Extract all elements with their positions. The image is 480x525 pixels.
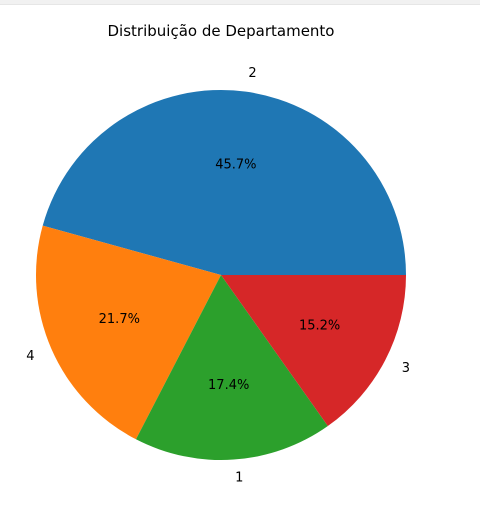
slice-label-4: 4 <box>26 349 34 364</box>
slice-label-3: 3 <box>402 361 410 376</box>
pie-slice-4 <box>35 225 221 440</box>
top-border-strip <box>0 0 480 5</box>
chart-title: Distribuição de Departamento <box>108 22 335 40</box>
pie-slice-3 <box>221 275 406 427</box>
pie-slice-1 <box>135 275 328 461</box>
pie-slice-2 <box>42 89 407 275</box>
pie-slices <box>35 89 407 461</box>
slice-percent-3: 15.2% <box>299 319 340 334</box>
slice-label-1: 1 <box>235 471 243 486</box>
slice-percent-1: 17.4% <box>208 378 249 393</box>
slice-percent-4: 21.7% <box>99 312 140 327</box>
pie-labels: 2 45.7% 4 21.7% 1 17.4% 3 15.2% <box>26 66 410 486</box>
slice-percent-2: 45.7% <box>215 158 256 173</box>
slice-label-2: 2 <box>248 66 256 81</box>
